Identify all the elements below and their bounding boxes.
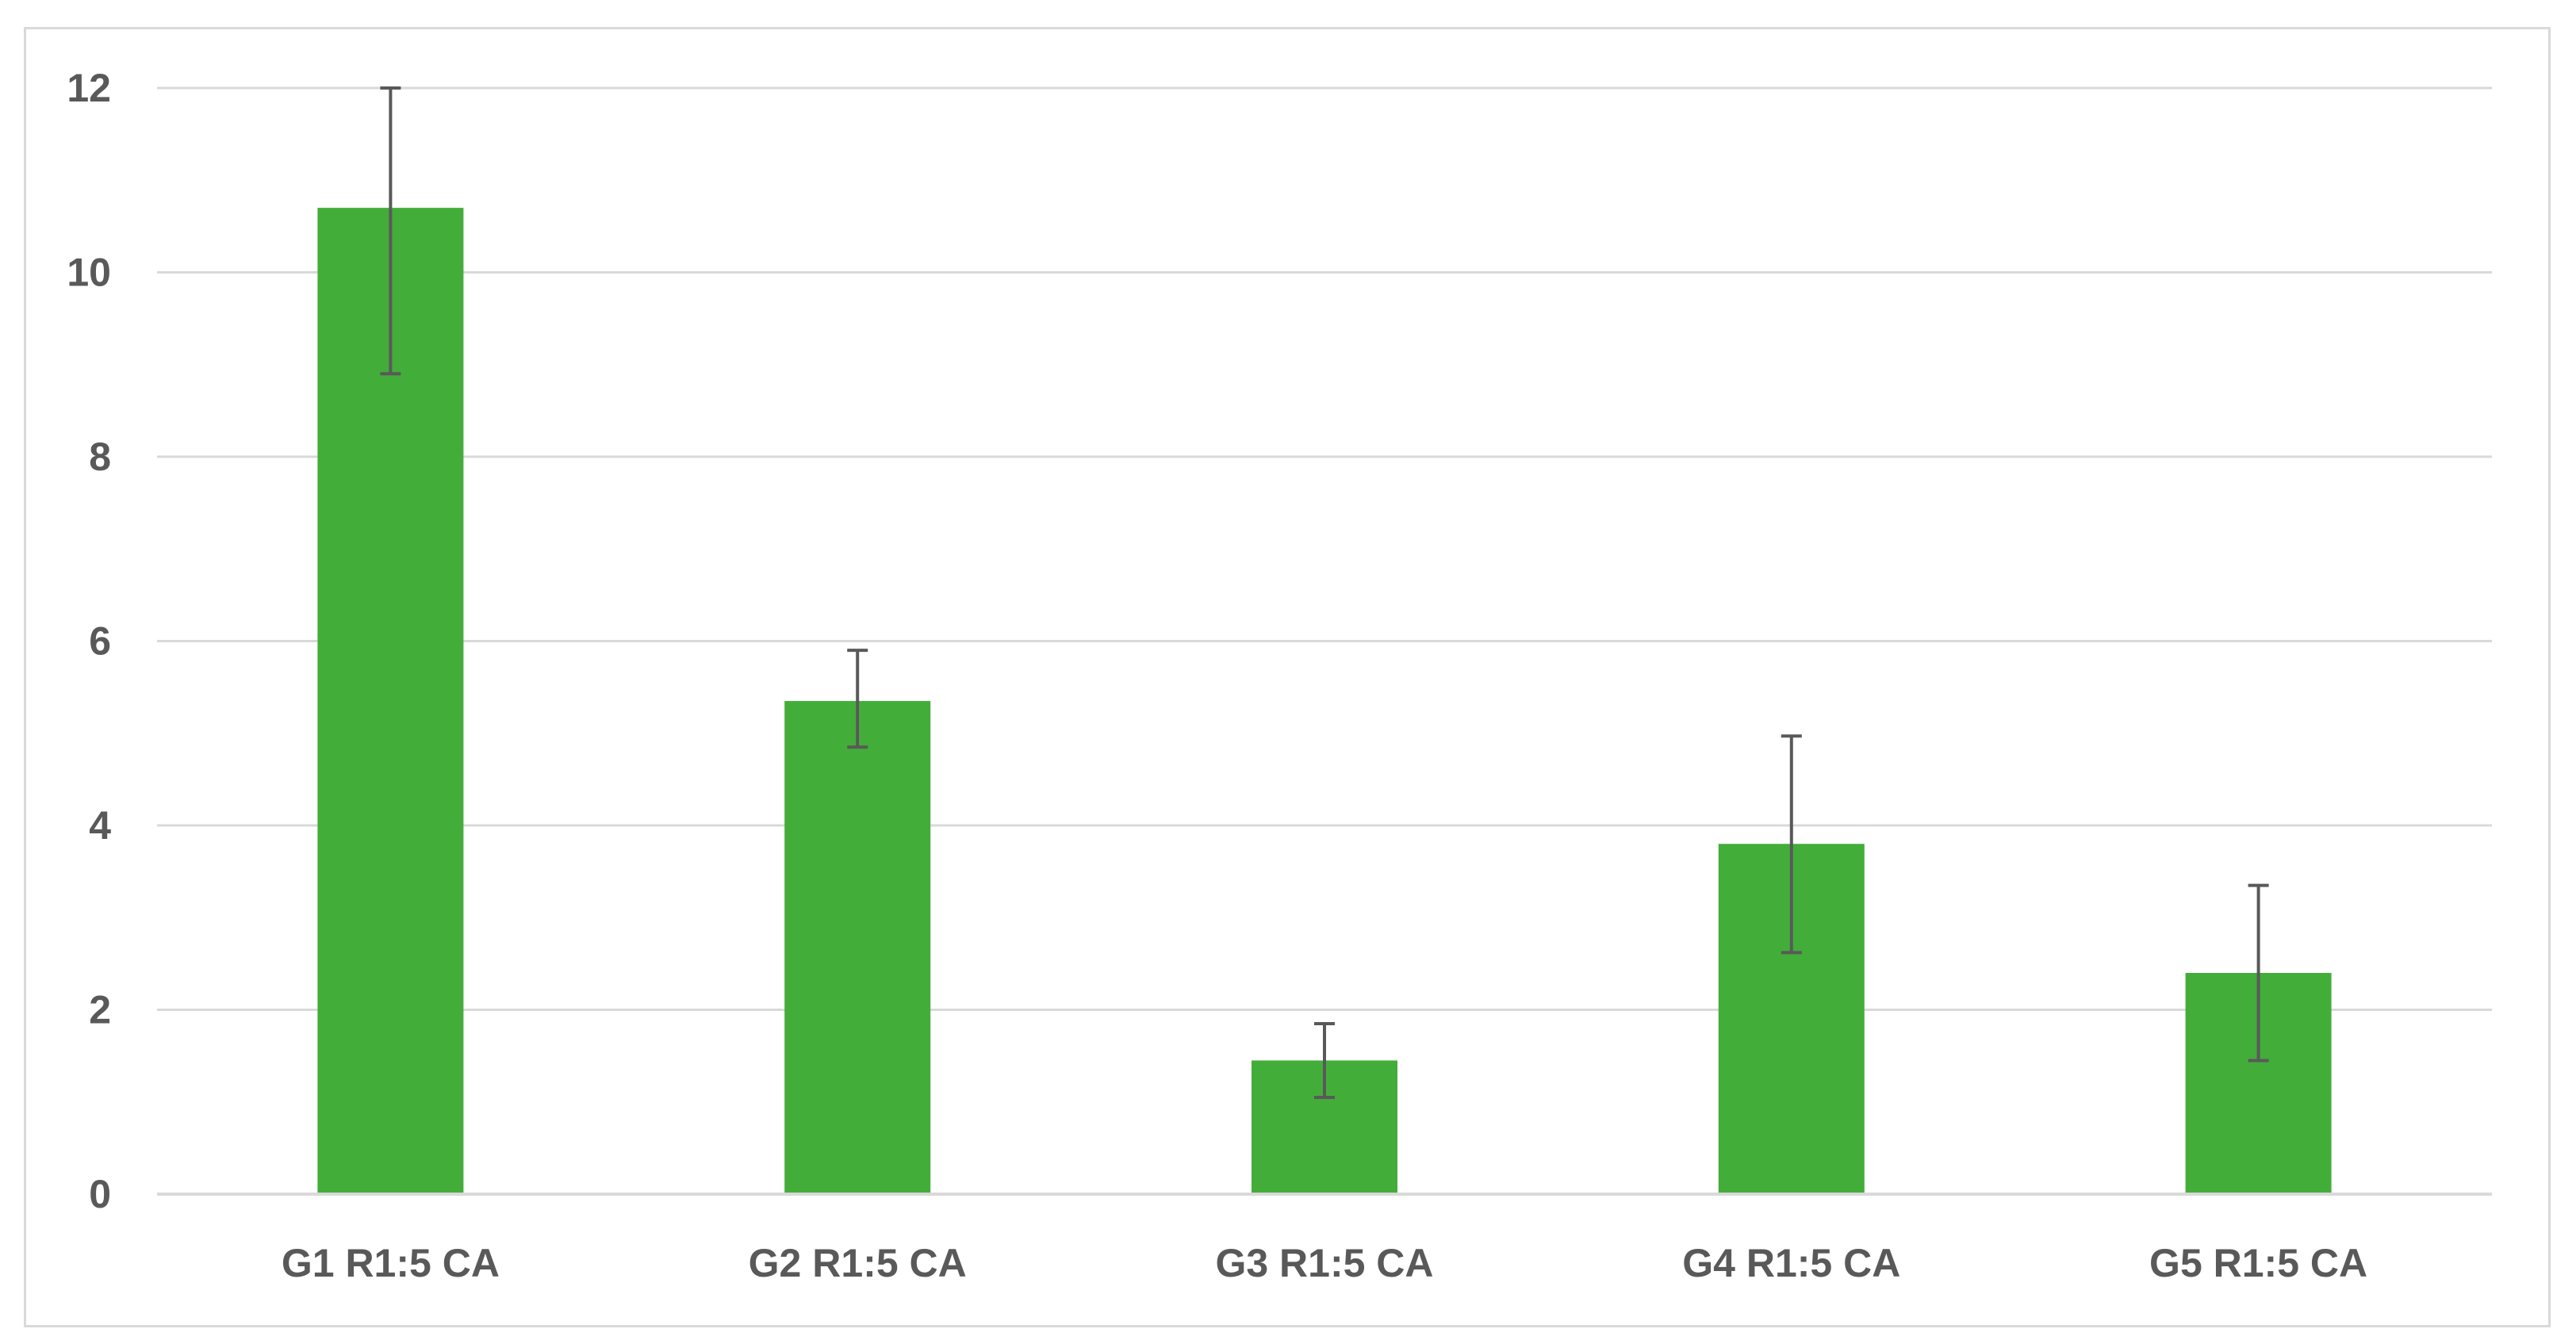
x-tick-label: G4 R1:5 CA xyxy=(1682,1241,1900,1285)
y-tick-label: 8 xyxy=(89,435,111,479)
bar xyxy=(784,701,931,1194)
y-tick-label: 0 xyxy=(89,1172,111,1216)
x-tick-label: G5 R1:5 CA xyxy=(2149,1241,2367,1285)
x-tick-label: G1 R1:5 CA xyxy=(282,1241,500,1285)
y-tick-label: 10 xyxy=(67,251,111,295)
y-tick-label: 2 xyxy=(89,988,111,1032)
y-tick-label: 6 xyxy=(89,619,111,664)
y-tick-label: 4 xyxy=(89,803,111,848)
x-tick-label: G2 R1:5 CA xyxy=(749,1241,967,1285)
y-tick-label: 12 xyxy=(67,66,111,110)
x-tick-label: G3 R1:5 CA xyxy=(1215,1241,1433,1285)
